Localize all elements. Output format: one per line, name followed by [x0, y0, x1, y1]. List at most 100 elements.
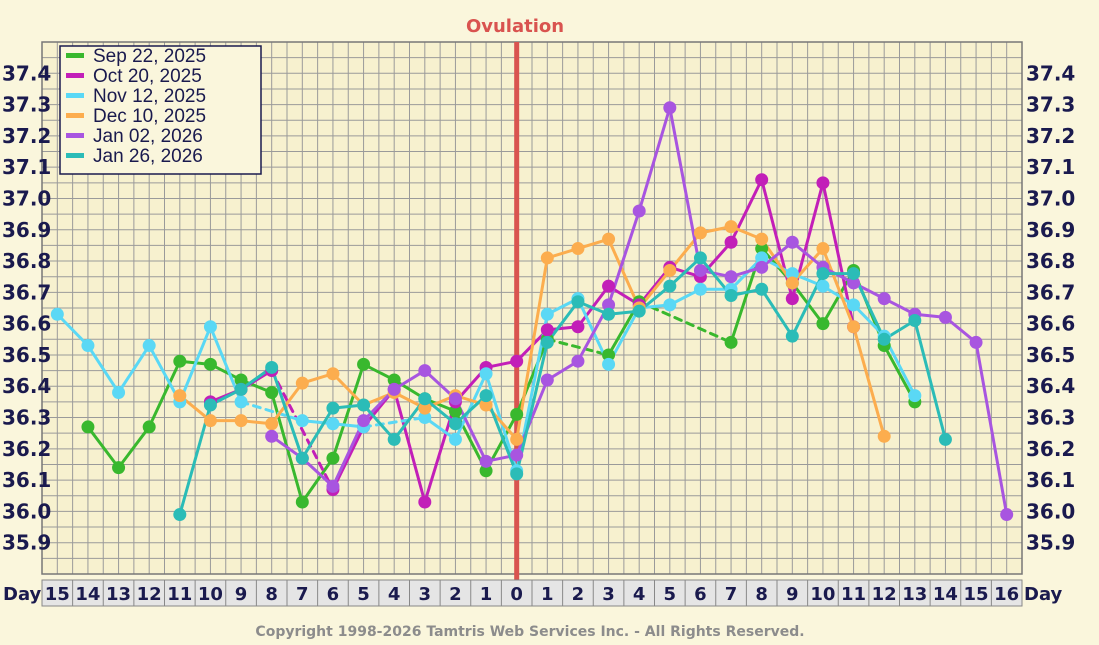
series-segment: [178, 325, 212, 404]
data-point: [234, 382, 248, 396]
data-point: [357, 398, 371, 412]
y-tick-label-right: 36.5: [1026, 343, 1075, 367]
y-tick-label-right: 36.4: [1026, 374, 1075, 398]
data-point: [755, 251, 769, 265]
y-tick-label-right: 37.2: [1026, 124, 1075, 148]
data-point: [847, 276, 861, 290]
data-point: [295, 451, 309, 465]
data-point: [816, 176, 830, 190]
data-point: [326, 479, 340, 493]
y-tick-label-left: 36.9: [2, 218, 51, 242]
day-tick-label: 16: [994, 584, 1019, 605]
legend-entry: Oct 20, 2025: [93, 66, 202, 87]
data-point: [479, 367, 493, 381]
data-point: [387, 432, 401, 446]
data-point: [540, 307, 554, 321]
y-tick-label-left: 36.1: [2, 468, 51, 492]
data-point: [785, 267, 799, 281]
data-point: [50, 307, 64, 321]
data-point: [203, 414, 217, 428]
data-point: [755, 282, 769, 296]
data-point: [112, 461, 126, 475]
data-point: [663, 101, 677, 115]
day-tick-label: 11: [167, 584, 192, 605]
day-tick-label: 10: [810, 584, 835, 605]
y-tick-label-right: 35.9: [1026, 531, 1075, 555]
data-point: [632, 304, 646, 318]
y-tick-label-right: 36.3: [1026, 406, 1075, 430]
data-point: [663, 279, 677, 293]
day-tick-label: 15: [45, 584, 70, 605]
data-point: [479, 398, 493, 412]
series-segment: [300, 456, 335, 488]
series-segment: [974, 340, 1009, 517]
series-segment: [331, 372, 366, 407]
data-point: [265, 360, 279, 374]
day-tick-label: 13: [902, 584, 927, 605]
data-point: [112, 385, 126, 399]
data-point: [203, 357, 217, 371]
legend-box: [59, 45, 262, 175]
data-point: [326, 451, 340, 465]
series-segment: [270, 369, 335, 492]
y-tick-label-left: 36.7: [2, 280, 51, 304]
plot-border: [41, 41, 1023, 575]
data-point: [602, 279, 616, 293]
data-point: [326, 417, 340, 431]
y-tick-label-right: 37.0: [1026, 186, 1075, 210]
data-point: [448, 392, 462, 406]
day-tick-label: 4: [388, 584, 401, 605]
data-point: [663, 263, 677, 277]
data-point: [81, 420, 95, 434]
data-point: [418, 495, 432, 509]
data-point: [724, 235, 738, 249]
data-point: [877, 332, 891, 346]
data-point: [816, 317, 830, 331]
data-point: [418, 392, 432, 406]
legend-entry: Dec 10, 2025: [93, 106, 206, 127]
data-point: [785, 329, 799, 343]
y-tick-label-right: 36.0: [1026, 499, 1075, 523]
data-point: [816, 242, 830, 256]
y-tick-label-right: 36.6: [1026, 312, 1075, 336]
data-point: [693, 251, 707, 265]
data-point: [387, 373, 401, 387]
y-tick-label-left: 36.5: [2, 343, 51, 367]
data-point: [173, 389, 187, 403]
data-point: [724, 335, 738, 349]
data-point: [938, 432, 952, 446]
data-point: [479, 389, 493, 403]
data-point: [693, 263, 707, 277]
day-tick-label: 1: [480, 584, 493, 605]
legend-swatch: [66, 73, 84, 78]
series-segment: [637, 300, 733, 344]
data-point: [663, 298, 677, 312]
y-tick-label-right: 37.3: [1026, 93, 1075, 117]
data-point: [357, 414, 371, 428]
data-point: [142, 420, 156, 434]
series-segment: [86, 425, 121, 470]
y-tick-label-right: 37.4: [1026, 61, 1075, 85]
data-point: [877, 429, 891, 443]
data-point: [693, 226, 707, 240]
day-tick-label: 4: [633, 584, 646, 605]
day-tick-label: 8: [265, 584, 278, 605]
data-point: [785, 292, 799, 306]
data-point: [847, 298, 861, 312]
y-tick-label-left: 36.3: [2, 406, 51, 430]
series-segment: [300, 406, 335, 460]
series-segment: [270, 381, 304, 426]
y-tick-label-left: 36.0: [2, 499, 51, 523]
data-point: [265, 429, 279, 443]
series-segment: [453, 372, 488, 441]
y-tick-label-right: 36.7: [1026, 280, 1075, 304]
data-point: [632, 204, 646, 218]
data-point: [540, 323, 554, 337]
data-point: [418, 401, 432, 415]
data-point: [387, 382, 401, 396]
data-point: [326, 367, 340, 381]
data-point: [479, 464, 493, 478]
series-segment: [362, 403, 396, 441]
data-point: [571, 354, 585, 368]
